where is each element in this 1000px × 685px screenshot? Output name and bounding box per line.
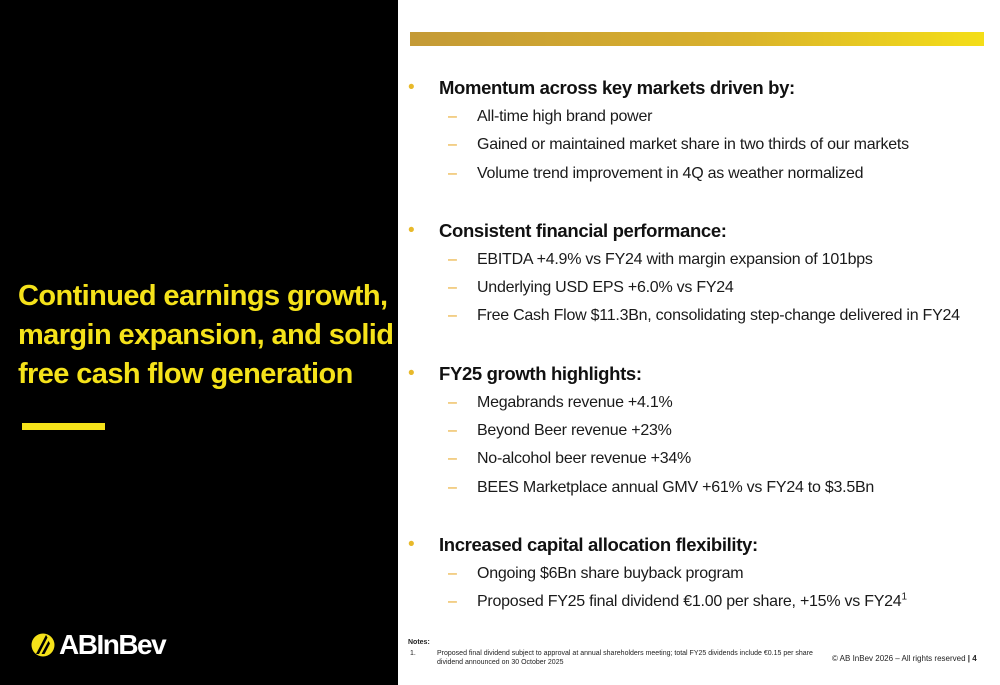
section-title: FY25 growth highlights: [439, 362, 642, 384]
dash-marker: – [448, 279, 457, 297]
section-heading: • FY25 growth highlights: [408, 360, 993, 388]
list-item-text: Ongoing $6Bn share buyback program [477, 564, 744, 582]
dash-marker: – [448, 136, 457, 154]
headline-line: free cash flow generation [18, 358, 353, 390]
list-item-text: Volume trend improvement in 4Q as weathe… [477, 164, 864, 182]
list-item: – No-alcohol beer revenue +34% [408, 445, 993, 473]
section-heading: • Increased capital allocation flexibili… [408, 531, 993, 559]
list-item-text: Beyond Beer revenue +23% [477, 422, 672, 440]
section-capital: • Increased capital allocation flexibili… [408, 531, 993, 617]
dash-marker: – [448, 164, 457, 182]
footnote-number: 1. [410, 650, 416, 657]
copyright-text: © AB InBev 2026 – All rights reserved [832, 654, 966, 663]
footnote-item: 1. Proposed final dividend subject to ap… [408, 649, 828, 667]
footnote-ref: 1 [901, 591, 907, 603]
bullet-dot: • [408, 362, 415, 384]
section-title: Increased capital allocation flexibility… [439, 533, 758, 555]
dash-marker: – [448, 393, 457, 411]
list-item: – Volume trend improvement in 4Q as weat… [408, 160, 993, 188]
list-item-text: BEES Marketplace annual GMV +61% vs FY24… [477, 478, 875, 496]
list-item: – Free Cash Flow $11.3Bn, consolidating … [408, 302, 993, 330]
section-financial: • Consistent financial performance: – EB… [408, 217, 993, 331]
logo-wordmark: ABInBev [59, 629, 167, 660]
accent-divider [22, 423, 105, 430]
list-item-text: Free Cash Flow $11.3Bn, consolidating st… [477, 307, 960, 325]
list-item-text: EBITDA +4.9% vs FY24 with margin expansi… [477, 250, 873, 268]
abinbev-logo: ABInBev [31, 627, 167, 663]
section-heading: • Consistent financial performance: [408, 217, 993, 245]
list-item-text-body: Proposed FY25 final dividend €1.00 per s… [477, 593, 902, 611]
dash-marker: – [448, 108, 457, 125]
dash-marker: – [448, 250, 457, 268]
section-title: Consistent financial performance: [439, 219, 727, 241]
bullet-dot: • [408, 219, 415, 241]
notes-title: Notes: [408, 639, 430, 646]
dash-marker: – [448, 564, 457, 582]
list-item: – All-time high brand power [408, 103, 993, 131]
bullet-content: • Momentum across key markets driven by:… [408, 74, 993, 617]
list-item: – BEES Marketplace annual GMV +61% vs FY… [408, 474, 993, 502]
page-number: 4 [972, 654, 977, 663]
list-item: – Megabrands revenue +4.1% [408, 389, 993, 417]
list-item-text: All-time high brand power [477, 108, 653, 125]
section-heading: • Momentum across key markets driven by: [408, 74, 993, 102]
list-item: – Ongoing $6Bn share buyback program [408, 560, 993, 588]
section-markets: • Momentum across key markets driven by:… [408, 74, 993, 188]
list-item: – Gained or maintained market share in t… [408, 131, 993, 159]
dash-marker: – [448, 593, 457, 611]
slide-headline: Continued earnings growth, margin expans… [18, 277, 394, 394]
dash-marker: – [448, 422, 457, 440]
dash-marker: – [448, 307, 457, 325]
footer-separator: | [967, 654, 971, 663]
list-item: – Beyond Beer revenue +23% [408, 417, 993, 445]
section-growth: • FY25 growth highlights: – Megabrands r… [408, 360, 993, 502]
list-item: – Proposed FY25 final dividend €1.00 per… [408, 588, 993, 616]
list-item-text: No-alcohol beer revenue +34% [477, 450, 692, 468]
headline-line: margin expansion, and solid [18, 319, 394, 351]
slide-footer: © AB InBev 2026 – All rights reserved | … [832, 654, 992, 664]
left-panel: Continued earnings growth, margin expans… [0, 0, 398, 685]
list-item: – EBITDA +4.9% vs FY24 with margin expan… [408, 246, 993, 274]
abinbev-emblem-icon [31, 633, 55, 657]
list-item-text: Gained or maintained market share in two… [477, 136, 909, 154]
top-gradient-bar [410, 32, 984, 46]
bullet-dot: • [408, 533, 415, 555]
dash-marker: – [448, 478, 457, 496]
list-item: – Underlying USD EPS +6.0% vs FY24 [408, 274, 993, 302]
footnote-text: Proposed final dividend subject to appro… [437, 650, 813, 666]
list-item-text: Underlying USD EPS +6.0% vs FY24 [477, 279, 734, 297]
bullet-dot: • [408, 77, 415, 98]
dash-marker: – [448, 450, 457, 468]
headline-line: Continued earnings growth, [18, 280, 388, 312]
section-title: Momentum across key markets driven by: [439, 77, 795, 98]
footnotes: Notes: 1. Proposed final dividend subjec… [408, 638, 828, 667]
list-item-text: Proposed FY25 final dividend €1.00 per s… [477, 588, 907, 616]
list-item-text: Megabrands revenue +4.1% [477, 393, 673, 411]
